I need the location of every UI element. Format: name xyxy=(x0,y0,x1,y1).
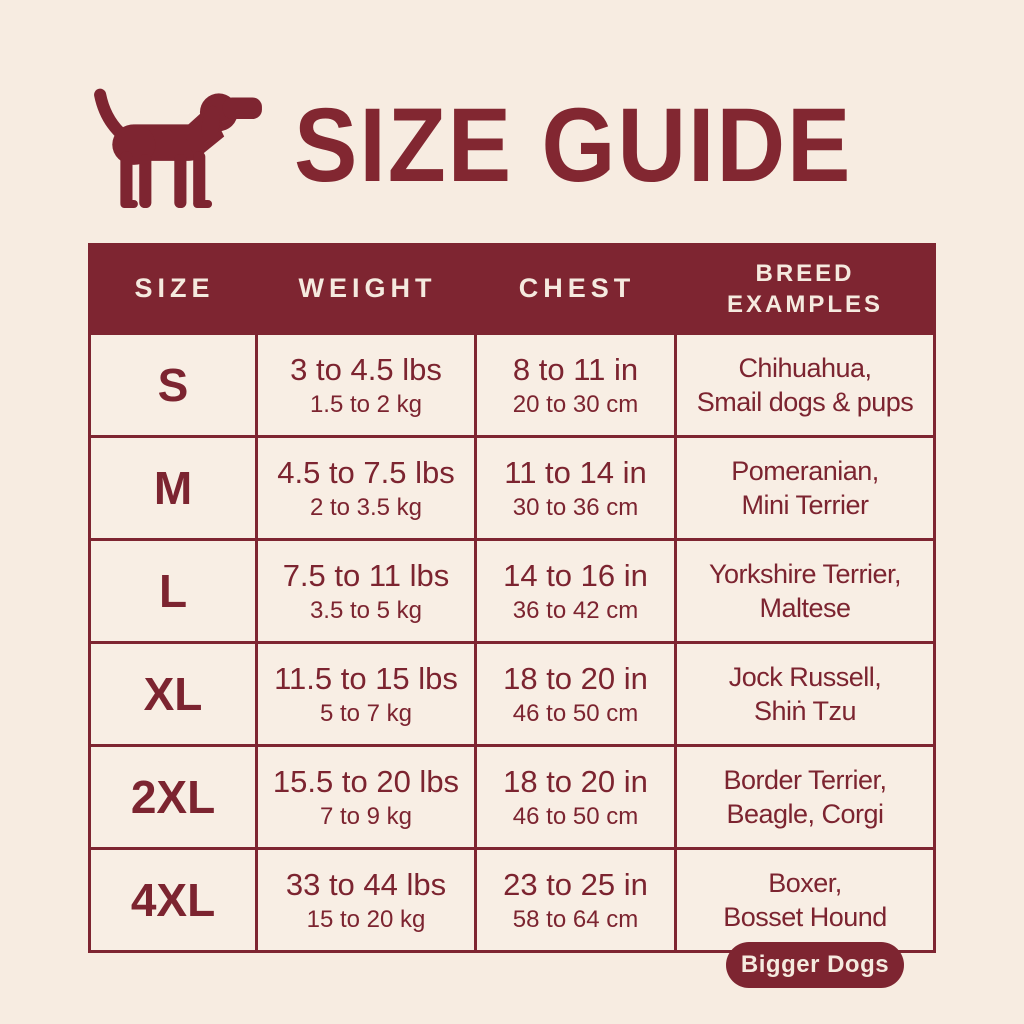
chest-range-in: 18 to 20 in xyxy=(503,763,648,799)
breed-examples-line1: Yorkshire Terrier, xyxy=(708,558,902,589)
size-label: 2XL xyxy=(130,771,216,823)
table-row-l: L 7.5 to 11 lbs 3.5 to 5 kg 14 to 16 in … xyxy=(91,538,933,641)
table-row-xl: XL 11.5 to 15 lbs 5 to 7 kg 18 to 20 in … xyxy=(91,641,933,744)
weight-range-kg: 7 to 9 kg xyxy=(319,802,413,830)
header-breed-examples: BREED EXAMPLES xyxy=(726,259,884,318)
breed-examples-line1: Pomeranian, xyxy=(731,455,879,486)
weight-range-lbs: 11.5 to 15 lbs xyxy=(274,660,458,696)
breed-examples-line2: Mini Terrier xyxy=(741,489,869,520)
chest-range-cm: 46 to 50 cm xyxy=(512,802,639,830)
weight-range-kg: 5 to 7 kg xyxy=(319,699,413,727)
breed-examples-line2: Beagle, Corgi xyxy=(726,798,884,829)
size-label: 4XL xyxy=(130,874,216,926)
header-chest: CHEST xyxy=(518,273,636,304)
table-header-row: SIZE WEIGHT CHEST BREED EXAMPLES xyxy=(91,246,933,332)
chest-range-cm: 30 to 36 cm xyxy=(512,493,639,521)
bigger-dogs-badge: Bigger Dogs xyxy=(726,942,904,988)
header-weight: WEIGHT xyxy=(298,273,437,304)
weight-range-lbs: 7.5 to 11 lbs xyxy=(282,557,450,593)
chest-range-in: 23 to 25 in xyxy=(503,866,648,902)
chest-range-cm: 36 to 42 cm xyxy=(512,596,639,624)
size-label: L xyxy=(158,565,188,617)
size-guide-table: SIZE WEIGHT CHEST BREED EXAMPLES S 3 to … xyxy=(88,243,936,953)
breed-examples-line2: Shiṅ Tzu xyxy=(753,695,857,726)
breed-examples-line1: Jock Russell, xyxy=(728,661,882,692)
table-row-m: M 4.5 to 7.5 lbs 2 to 3.5 kg 11 to 14 in… xyxy=(91,435,933,538)
breed-examples-line2: Maltese xyxy=(759,592,851,623)
weight-range-kg: 3.5 to 5 kg xyxy=(309,596,423,624)
breed-examples-line2: Smail dogs & pups xyxy=(696,386,914,417)
title-row: SIZE GUIDE xyxy=(88,66,938,226)
table-row-s: S 3 to 4.5 lbs 1.5 to 2 kg 8 to 11 in 20… xyxy=(91,332,933,435)
header-size: SIZE xyxy=(134,273,215,304)
chest-range-cm: 58 to 64 cm xyxy=(512,905,639,933)
breed-examples-line1: Chihuahua, xyxy=(738,352,872,383)
chest-range-cm: 20 to 30 cm xyxy=(512,390,639,418)
dog-icon xyxy=(88,70,266,222)
chest-range-in: 14 to 16 in xyxy=(503,557,648,593)
table-row-2xl: 2XL 15.5 to 20 lbs 7 to 9 kg 18 to 20 in… xyxy=(91,744,933,847)
size-label: M xyxy=(153,462,193,514)
weight-range-lbs: 3 to 4.5 lbs xyxy=(290,351,442,387)
weight-range-kg: 1.5 to 2 kg xyxy=(309,390,423,418)
page-title: SIZE GUIDE xyxy=(294,87,853,204)
breed-examples-line1: Border Terrier, xyxy=(723,764,887,795)
weight-range-lbs: 15.5 to 20 lbs xyxy=(272,763,460,799)
breed-examples-line1: Boxer, xyxy=(768,867,842,898)
weight-range-lbs: 33 to 44 lbs xyxy=(285,866,447,902)
chest-range-in: 8 to 11 in xyxy=(512,351,639,387)
breed-examples-line2: Bosset Hound xyxy=(723,901,887,932)
weight-range-kg: 2 to 3.5 kg xyxy=(309,493,423,521)
weight-range-lbs: 4.5 to 7.5 lbs xyxy=(277,454,455,490)
table-row-4xl: 4XL 33 to 44 lbs 15 to 20 kg 23 to 25 in… xyxy=(91,847,933,950)
chest-range-in: 18 to 20 in xyxy=(503,660,648,696)
weight-range-kg: 15 to 20 kg xyxy=(306,905,426,933)
size-label: S xyxy=(157,359,189,411)
size-label: XL xyxy=(143,668,203,720)
chest-range-cm: 46 to 50 cm xyxy=(512,699,639,727)
chest-range-in: 11 to 14 in xyxy=(504,454,647,490)
